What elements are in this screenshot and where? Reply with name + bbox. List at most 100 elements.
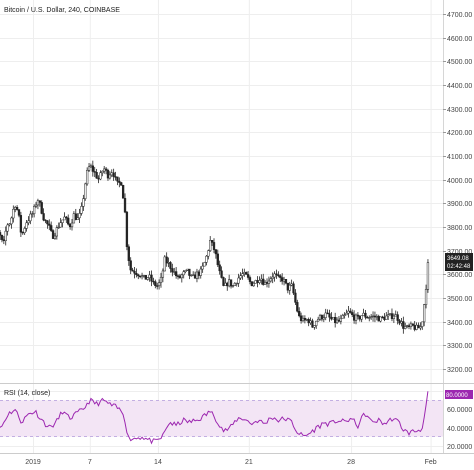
candle-body <box>267 280 271 284</box>
rsi-axis-ticks: 20.0000 40.0000 60.0000 <box>447 407 472 451</box>
candle-body <box>12 208 15 219</box>
candle-body <box>385 315 388 320</box>
candle-body <box>123 198 127 213</box>
price-tick-label: 4400.00 <box>447 83 472 90</box>
candle-body <box>282 278 286 282</box>
price-tick-label: 4600.00 <box>447 36 472 43</box>
rsi-tick-label: 60.0000 <box>447 407 472 414</box>
candle-body <box>148 274 151 279</box>
candle-body <box>231 285 235 287</box>
candle-body <box>260 278 263 281</box>
candle-body <box>358 316 361 320</box>
candle-body <box>246 274 250 278</box>
candle-body <box>426 262 430 290</box>
candle-body <box>205 255 208 263</box>
candle-body <box>284 278 288 284</box>
time-tick-label: 14 <box>154 459 162 466</box>
candle-body <box>332 317 335 320</box>
candle-body <box>82 198 85 207</box>
candle-body <box>127 246 130 261</box>
candle-body <box>349 310 352 313</box>
candle-body <box>360 315 363 320</box>
candle-body <box>233 282 236 286</box>
candle-body <box>48 223 51 226</box>
candle-body <box>116 176 119 182</box>
rsi-band <box>0 400 443 437</box>
candle-body <box>337 319 341 322</box>
candle-body <box>347 310 350 314</box>
candle-body <box>140 275 144 278</box>
candle-body <box>286 282 289 291</box>
candle-body <box>398 320 401 324</box>
candle-body <box>207 250 210 257</box>
candle-body <box>63 216 66 221</box>
price-tick-label: 4700.00 <box>447 12 472 19</box>
candle-body <box>150 274 153 282</box>
candle-body <box>50 225 53 231</box>
candle-body <box>0 232 2 236</box>
candle-body <box>345 312 348 316</box>
candle-body <box>165 256 168 264</box>
price-pane-background <box>0 0 474 383</box>
candle-body <box>159 276 163 283</box>
candle-body <box>89 165 93 168</box>
candle-body <box>324 312 327 318</box>
candle-body <box>61 219 64 223</box>
time-axis: 20197142128Feb5 <box>0 453 474 466</box>
candle-body <box>188 268 191 276</box>
candle-body <box>76 217 79 220</box>
candles <box>0 160 430 334</box>
candle-body <box>279 275 282 278</box>
candle-body <box>78 213 81 219</box>
candle-body <box>277 274 280 277</box>
candle-body <box>8 223 11 226</box>
candle-body <box>396 314 399 321</box>
candle-body <box>14 207 17 210</box>
candle-body <box>139 275 142 278</box>
candle-body <box>298 311 301 317</box>
candle-body <box>169 262 172 269</box>
candle-body <box>419 326 422 329</box>
candle-body <box>199 268 202 276</box>
candle-body <box>10 217 13 225</box>
candle-body <box>237 277 240 284</box>
candle-body <box>214 249 218 255</box>
candle-body <box>258 280 261 283</box>
candle-body <box>129 260 132 271</box>
candle-body <box>371 315 375 318</box>
candle-body <box>103 168 106 172</box>
price-tick-label: 3700.00 <box>447 249 472 256</box>
candle-body <box>192 274 195 276</box>
candle-body <box>263 282 267 285</box>
rsi-pane: 20.0000 40.0000 60.0000 RSI (14, close) 80… <box>0 383 474 453</box>
candle-body <box>68 223 72 228</box>
candle-body <box>93 171 96 173</box>
price-tick-label: 3900.00 <box>447 201 472 208</box>
candle-body <box>114 176 117 178</box>
candle-body <box>351 312 354 316</box>
candle-body <box>171 268 174 273</box>
candle-body <box>91 165 94 172</box>
candle-body <box>99 172 102 180</box>
candle-body <box>366 317 369 319</box>
candle-body <box>404 326 407 329</box>
candle-body <box>210 240 214 243</box>
candle-body <box>53 235 57 239</box>
candle-body <box>31 213 34 215</box>
candle-body <box>296 302 299 312</box>
candle-body <box>220 270 223 278</box>
time-tick-label: Feb <box>425 459 437 466</box>
candle-body <box>311 320 314 328</box>
candle-body <box>271 276 274 279</box>
time-tick-label: 7 <box>88 459 92 466</box>
price-tick-label: 3800.00 <box>447 225 472 232</box>
candle-body <box>377 315 380 322</box>
candle-body <box>316 318 320 322</box>
rsi-line <box>0 391 429 445</box>
candle-body <box>184 270 187 272</box>
candle-body <box>32 206 36 214</box>
candle-body <box>197 271 201 276</box>
candle-body <box>265 282 269 284</box>
price-tick-label: 4300.00 <box>447 107 472 114</box>
